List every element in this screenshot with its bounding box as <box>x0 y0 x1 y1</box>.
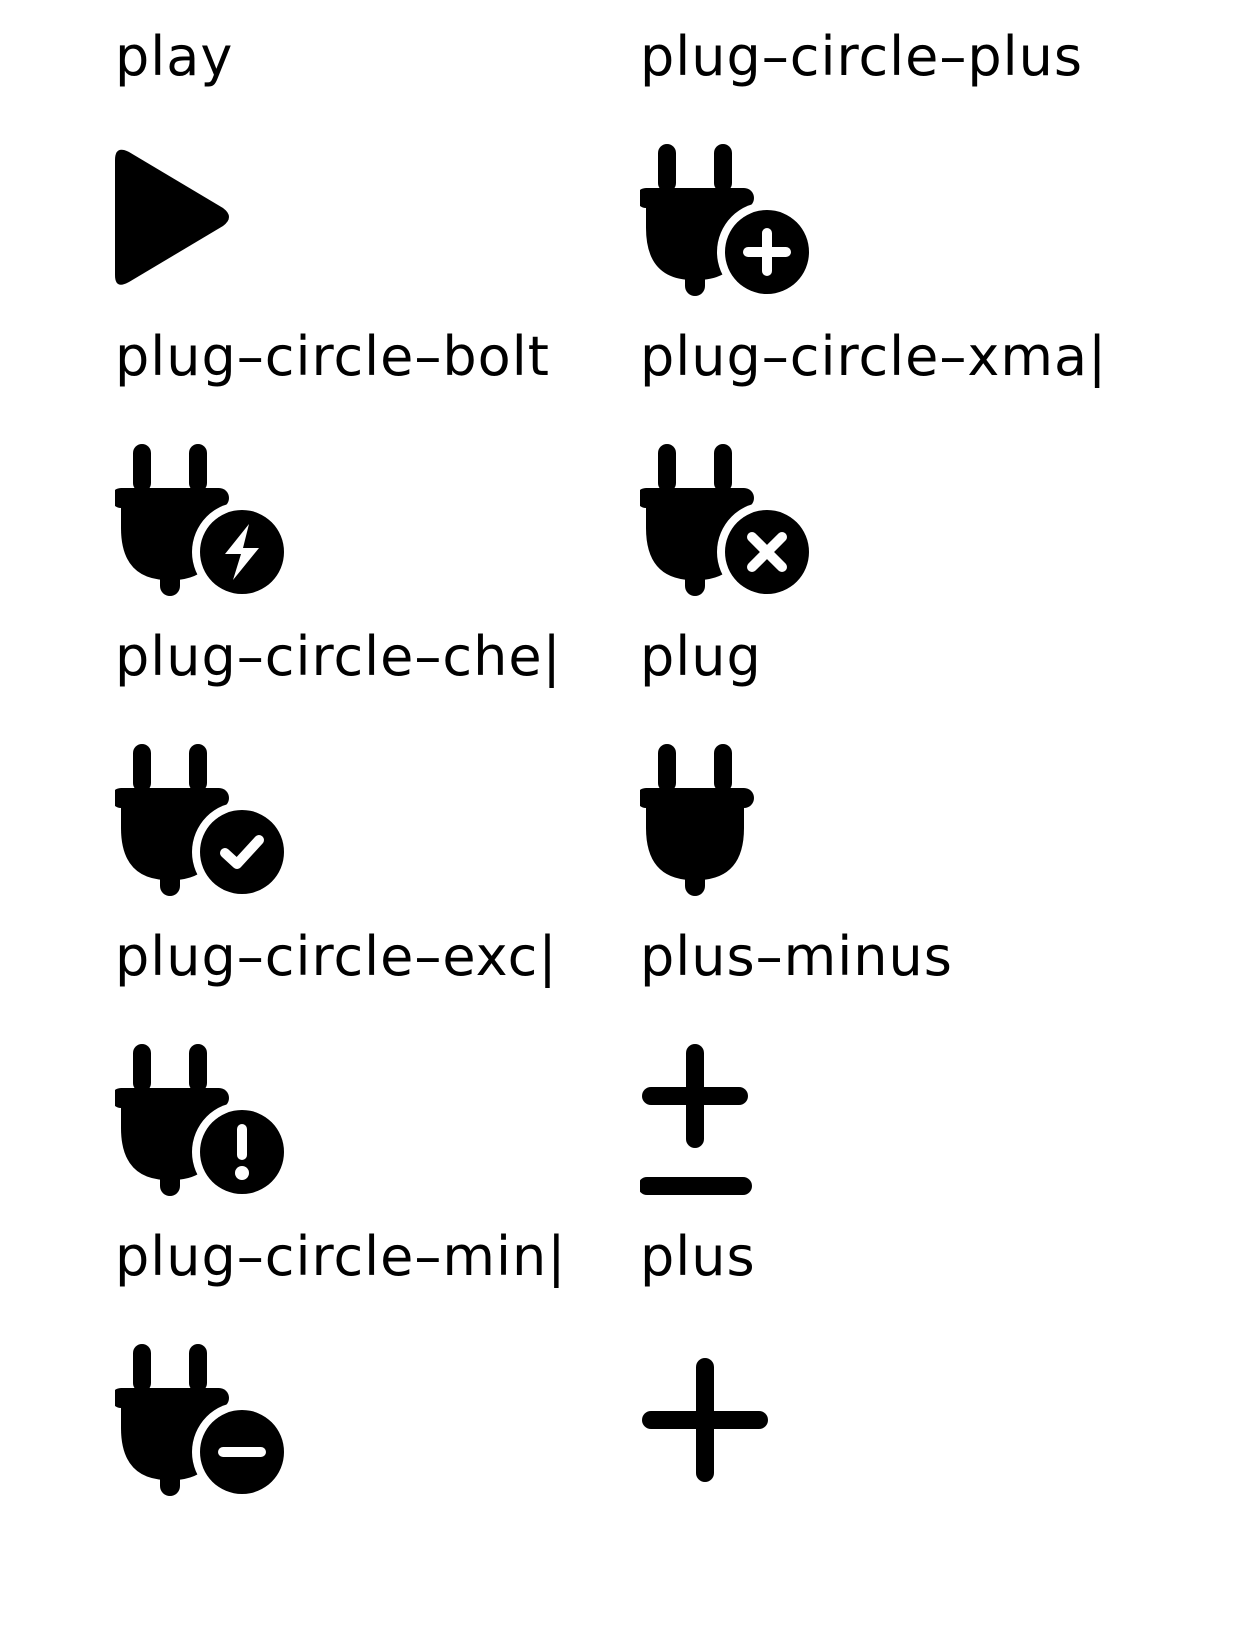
icon-label: plus <box>640 1225 756 1288</box>
icon-label: plug–circle–xma| <box>640 325 1108 388</box>
icon-cell-plus: plus <box>640 1200 1110 1510</box>
icon-cell-plug-circle-check: plug–circle–che| <box>115 600 585 910</box>
plug-circle-xmark-icon <box>640 440 840 605</box>
plug-circle-plus-icon <box>640 140 840 305</box>
icon-label: plug–circle–plus <box>640 25 1084 88</box>
plus-icon <box>640 1340 840 1505</box>
icon-label: plus–minus <box>640 925 953 988</box>
icon-label: plug–circle–bolt <box>115 325 550 388</box>
icon-cell-plug-circle-exclamation: plug–circle–exc| <box>115 900 585 1210</box>
icon-cell-plug: plug <box>640 600 1110 910</box>
icon-cell-play: play <box>115 0 585 310</box>
icon-cell-plus-minus: plus–minus <box>640 900 1110 1210</box>
icon-label: plug–circle–min| <box>115 1225 567 1288</box>
plug-circle-bolt-icon <box>115 440 315 605</box>
icon-cell-plug-circle-plus: plug–circle–plus <box>640 0 1110 310</box>
icon-label: play <box>115 25 234 88</box>
icon-label: plug–circle–exc| <box>115 925 558 988</box>
plug-circle-exclamation-icon <box>115 1040 315 1205</box>
icon-cell-plug-circle-xmark: plug–circle–xma| <box>640 300 1110 610</box>
plug-circle-minus-icon <box>115 1340 315 1505</box>
icon-label: plug <box>640 625 762 688</box>
icon-cell-plug-circle-minus: plug–circle–min| <box>115 1200 585 1510</box>
play-icon <box>115 140 315 305</box>
icon-label: plug–circle–che| <box>115 625 562 688</box>
plus-minus-icon <box>640 1040 840 1205</box>
plug-icon <box>640 740 840 905</box>
icon-cell-plug-circle-bolt: plug–circle–bolt <box>115 300 585 610</box>
plug-circle-check-icon <box>115 740 315 905</box>
